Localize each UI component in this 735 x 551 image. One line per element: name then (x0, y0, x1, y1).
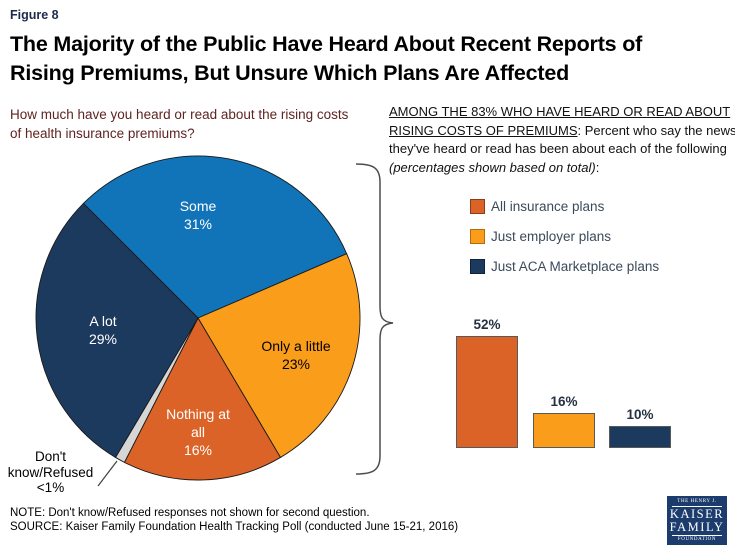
heading-underlined-text: AMONG THE 83% WHO HAVE HEARD OR READ ABO… (389, 104, 731, 138)
figure-number: Figure 8 (10, 8, 59, 22)
pie-label-only-a-little: Only a little 23% (261, 338, 331, 372)
logo-kaiser: KAISER (669, 507, 725, 521)
pie-label-dont-know: Don't know/Refused <1% (7, 449, 94, 495)
curly-brace (355, 163, 394, 475)
logo-family: FAMILY (669, 520, 725, 534)
legend-item-just-aca-marketplace-plans: Just ACA Marketplace plans (470, 259, 659, 274)
pie-label-nothing-at-all: Nothing at all 16% (166, 406, 230, 458)
legend: All insurance plans Just employer plans … (470, 199, 659, 289)
legend-item-all-insurance-plans: All insurance plans (470, 199, 659, 214)
legend-swatch-icon (470, 229, 485, 244)
source-text: SOURCE: Kaiser Family Foundation Health … (10, 521, 459, 533)
pie-question-line-2: of health insurance premiums? (10, 126, 195, 141)
bar-all-insurance-plans (456, 335, 518, 448)
heading-italic-text: (percentages shown based on total) (389, 159, 596, 175)
bar-value-label: 16% (550, 394, 578, 410)
bar-value-label: 10% (626, 407, 654, 423)
pie-slice-nothing-at-all (123, 317, 282, 481)
legend-swatch-icon (470, 199, 485, 214)
title-line-2: Rising Premiums, But Unsure Which Plans … (10, 61, 570, 85)
legend-swatch-icon (470, 259, 485, 274)
pie-label-a-lot: A lot 29% (88, 313, 118, 347)
pie-slice-only-a-little (197, 253, 361, 459)
bar-value-label: 52% (473, 316, 501, 332)
bar-chart-heading: AMONG THE 83% WHO HAVE HEARD OR READ ABO… (389, 103, 735, 177)
pie-question-line-1: How much have you heard or read about th… (10, 107, 349, 122)
pie-label-some: Some 31% (179, 198, 217, 232)
heading-rest-text: : Percent who say the news they've heard… (389, 122, 735, 157)
heading-suffix: : (595, 159, 600, 175)
pie-slice-a-lot (35, 202, 199, 459)
pie-question: How much have you heard or read about th… (10, 105, 380, 143)
bar-just-aca-marketplace-plans (609, 426, 671, 448)
kff-foundation-logo: THE HENRY J. KAISER FAMILY FOUNDATION (667, 496, 727, 545)
logo-divider (672, 506, 722, 507)
note-text: NOTE: Don't know/Refused responses not s… (10, 507, 370, 519)
title-line-1: The Majority of the Public Have Heard Ab… (10, 32, 643, 56)
logo-top-line: THE HENRY J. (677, 499, 717, 504)
bar-just-employer-plans (533, 413, 595, 448)
legend-item-just-employer-plans: Just employer plans (470, 229, 659, 244)
leader-line (97, 460, 118, 487)
logo-bottom-line: FOUNDATION (677, 537, 717, 542)
pie-slice-some (82, 155, 348, 319)
page-title: The Majority of the Public Have Heard Ab… (10, 30, 720, 88)
logo-divider (672, 535, 722, 536)
